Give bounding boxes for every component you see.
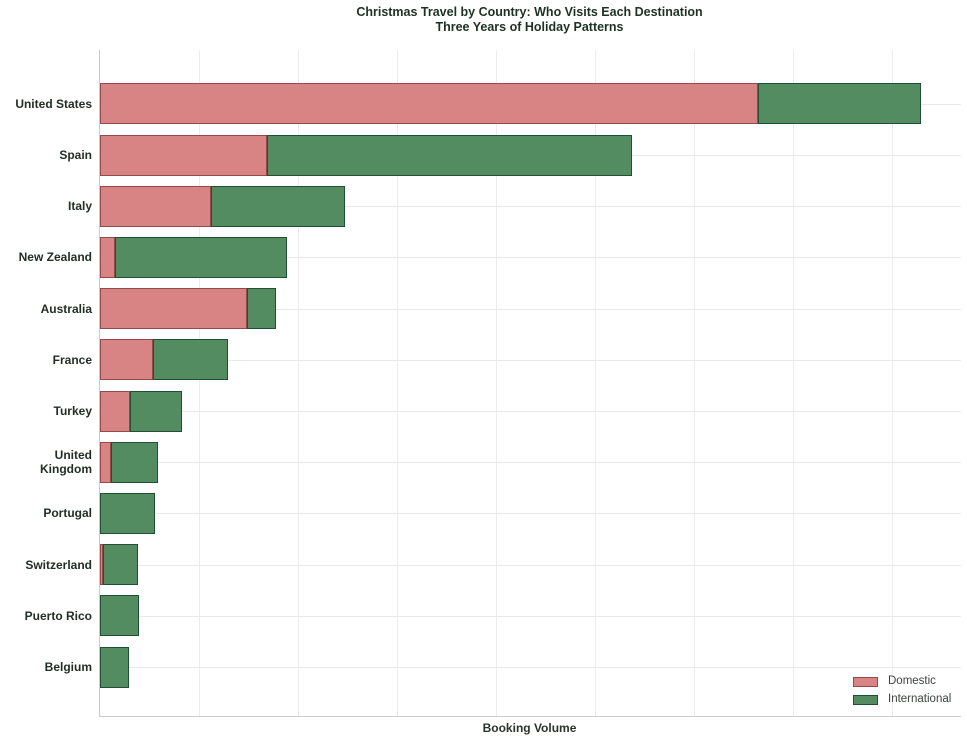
bar-row-switzerland xyxy=(100,544,961,586)
legend-label-domestic: Domestic xyxy=(888,675,936,687)
bar-international-new-zealand xyxy=(114,236,288,278)
gridline-horizontal xyxy=(100,615,961,617)
gridline-vertical xyxy=(397,50,398,716)
bar-row-portugal xyxy=(100,492,961,534)
gridline-vertical xyxy=(298,50,299,716)
gridline-horizontal xyxy=(100,206,961,208)
bar-domestic-united-kingdom xyxy=(100,441,111,483)
chart-title-line2: Three Years of Holiday Patterns xyxy=(435,20,624,34)
y-tick-label-belgium: Belgium xyxy=(44,660,92,674)
gridline-vertical xyxy=(793,50,794,716)
y-tick-label-portugal: Portugal xyxy=(43,506,92,521)
bar-domestic-new-zealand xyxy=(100,236,115,278)
y-tick-label-switzerland: Switzerland xyxy=(25,557,92,572)
bar-row-france xyxy=(100,339,961,381)
bar-international-portugal xyxy=(100,492,156,534)
gridline-horizontal xyxy=(100,564,961,566)
gridline-horizontal xyxy=(100,513,961,515)
bar-domestic-italy xyxy=(100,185,211,227)
y-tick-label-new-zealand: New Zealand xyxy=(18,250,92,265)
gridline-horizontal xyxy=(100,359,961,361)
gridline-vertical xyxy=(496,50,497,716)
chart-title: Christmas Travel by Country: Who Visits … xyxy=(99,5,960,35)
gridline-horizontal xyxy=(100,257,961,259)
bar-international-spain xyxy=(267,134,632,176)
y-tick-label-australia: Australia xyxy=(40,301,92,316)
gridline-horizontal xyxy=(100,667,961,668)
bar-domestic-spain xyxy=(100,134,268,176)
bar-domestic-australia xyxy=(100,288,247,330)
legend-swatch-domestic xyxy=(853,676,878,687)
y-tick-label-spain: Spain xyxy=(59,148,92,162)
gridline-horizontal xyxy=(100,308,961,310)
bar-international-turkey xyxy=(129,390,183,432)
gridline-horizontal xyxy=(100,411,961,412)
bar-domestic-switzerland xyxy=(100,544,103,586)
bar-row-turkey xyxy=(100,390,961,432)
bar-domestic-turkey xyxy=(100,390,130,432)
bar-international-belgium xyxy=(100,646,129,688)
y-tick-label-italy: Italy xyxy=(67,199,92,214)
y-tick-label-turkey: Turkey xyxy=(53,404,92,418)
y-tick-label-puerto-rico: Puerto Rico xyxy=(24,608,92,623)
bar-row-italy xyxy=(100,185,961,227)
bar-domestic-united-states xyxy=(100,83,759,125)
gridline-horizontal xyxy=(100,462,961,464)
bar-international-united-states xyxy=(758,83,921,125)
y-tick-label-united-states: United States xyxy=(15,96,92,111)
legend: Domestic International xyxy=(853,675,952,705)
chart-title-line1: Christmas Travel by Country: Who Visits … xyxy=(356,5,703,19)
bar-international-puerto-rico xyxy=(100,595,139,637)
bar-row-united-kingdom xyxy=(100,441,961,483)
bar-row-new-zealand xyxy=(100,236,961,278)
bar-international-united-kingdom xyxy=(110,441,159,483)
bar-international-australia xyxy=(246,288,277,330)
bar-domestic-france xyxy=(100,339,154,381)
bar-row-puerto-rico xyxy=(100,595,961,637)
legend-swatch-international xyxy=(853,694,878,705)
legend-label-international: International xyxy=(888,693,952,705)
bar-row-spain xyxy=(100,134,961,176)
bar-international-france xyxy=(153,339,228,381)
y-tick-label-united-kingdom: United Kingdom xyxy=(40,448,92,477)
bar-international-italy xyxy=(210,185,345,227)
bar-row-australia xyxy=(100,288,961,330)
legend-item-international: International xyxy=(853,693,952,705)
plot-area: Domestic International xyxy=(99,50,961,717)
bar-international-switzerland xyxy=(102,544,138,586)
bar-row-united-states xyxy=(100,83,961,125)
gridline-vertical xyxy=(694,50,695,716)
x-axis-title: Booking Volume xyxy=(482,721,577,735)
y-tick-label-france: France xyxy=(52,352,92,367)
gridline-vertical xyxy=(199,50,200,716)
bar-row-belgium xyxy=(100,646,961,688)
gridline-vertical xyxy=(892,50,893,716)
gridline-vertical xyxy=(595,50,596,716)
legend-item-domestic: Domestic xyxy=(853,675,951,687)
